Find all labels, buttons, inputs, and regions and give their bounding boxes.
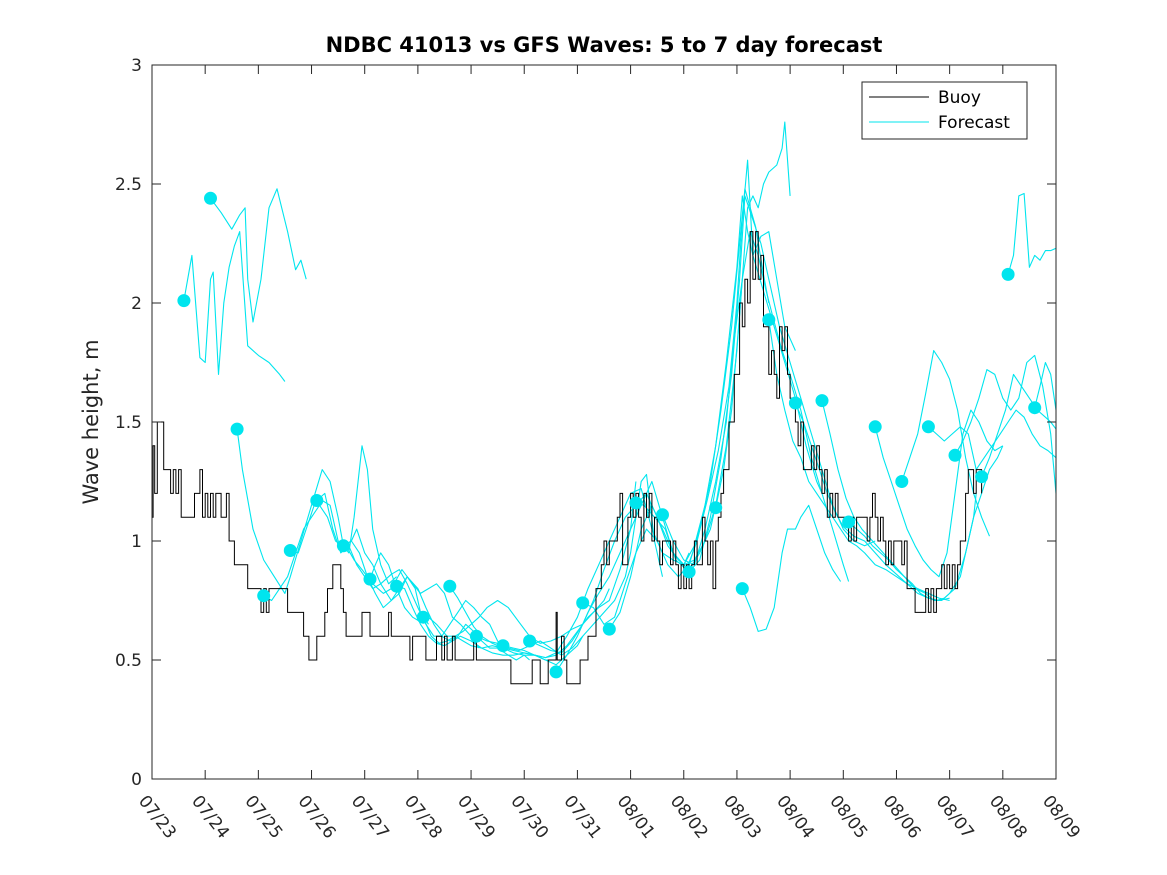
legend-label-forecast: Forecast	[938, 113, 1010, 133]
forecast-marker-30	[975, 470, 989, 484]
chart-title: NDBC 41013 vs GFS Waves: 5 to 7 day fore…	[326, 33, 883, 57]
forecast-marker-10	[443, 579, 457, 593]
forecast-line-28	[928, 409, 1057, 471]
forecast-marker-15	[576, 596, 590, 610]
forecast-marker-17	[629, 496, 643, 510]
marker-layer	[177, 191, 1042, 679]
forecast-marker-21	[735, 582, 749, 596]
forecast-marker-0	[177, 294, 191, 308]
forecast-marker-19	[682, 565, 696, 579]
legend-label-buoy: Buoy	[938, 88, 981, 108]
forecast-marker-8	[390, 579, 404, 593]
forecast-marker-26	[868, 420, 882, 434]
y-tick-label-1: 0.5	[115, 651, 142, 671]
forecast-line-1	[210, 188, 307, 323]
forecast-line-17	[635, 159, 823, 571]
y-ticks: 0 0.5 1 1.5 2 2.5 3	[115, 56, 1056, 790]
forecast-line-27	[901, 350, 991, 537]
forecast-line-19	[688, 195, 876, 573]
forecast-marker-28	[921, 420, 935, 434]
axes-background	[152, 65, 1056, 779]
forecast-line-31	[1007, 192, 1057, 275]
forecast-marker-31	[1001, 267, 1015, 281]
buoy-line	[152, 231, 983, 685]
forecast-marker-11	[469, 629, 483, 643]
forecast-marker-22	[762, 313, 776, 327]
plot-area: 00.511.522.53 07/23 07/24 07/25 07/26 07/27 0…	[115, 56, 1084, 843]
y-tick-label-5: 2.5	[115, 175, 142, 195]
forecast-marker-18	[656, 508, 669, 522]
forecast-marker-2	[230, 422, 244, 436]
forecast-marker-1	[204, 191, 217, 205]
forecast-line-8	[396, 585, 584, 666]
forecast-marker-16	[602, 622, 616, 636]
forecast-marker-29	[948, 448, 962, 462]
forecast-marker-20	[709, 501, 723, 515]
legend-box	[861, 81, 1028, 140]
forecast-marker-7	[363, 572, 377, 586]
forecast-line-26	[874, 409, 1004, 578]
y-tick-label-2: 1	[131, 532, 142, 552]
forecast-line-32	[1034, 361, 1057, 411]
y-tick-label-0: 0	[131, 770, 142, 790]
forecast-marker-24	[815, 394, 829, 408]
forecast-line-30	[981, 373, 1057, 477]
forecast-marker-25	[842, 515, 856, 529]
y-tick-label-4: 2	[131, 294, 142, 314]
forecast-marker-9	[416, 610, 430, 624]
legend: Buoy Forecast	[861, 81, 1028, 140]
forecast-marker-4	[283, 544, 297, 557]
forecast-line-2	[236, 429, 397, 594]
forecast-marker-3	[257, 589, 271, 603]
forecast-marker-13	[523, 634, 537, 648]
y-tick-label-6: 3	[131, 56, 142, 76]
forecast-line-11	[476, 473, 664, 656]
forecast-line-25	[848, 445, 1004, 602]
forecast-marker-6	[336, 539, 350, 553]
y-axis-label: Wave height, m	[79, 339, 103, 504]
forecast-marker-12	[496, 639, 510, 653]
forecast-marker-32	[1028, 401, 1042, 415]
forecast-line-16	[608, 195, 796, 630]
forecast-marker-5	[310, 494, 324, 507]
forecast-line-21	[741, 504, 842, 632]
y-tick-label-3: 1.5	[115, 413, 142, 433]
forecast-marker-14	[549, 665, 563, 679]
forecast-line-20	[715, 121, 791, 508]
forecast-marker-27	[895, 475, 909, 488]
forecast-line-9	[422, 588, 610, 644]
forecast-line-0	[183, 231, 286, 382]
forecast-marker-23	[788, 396, 802, 410]
